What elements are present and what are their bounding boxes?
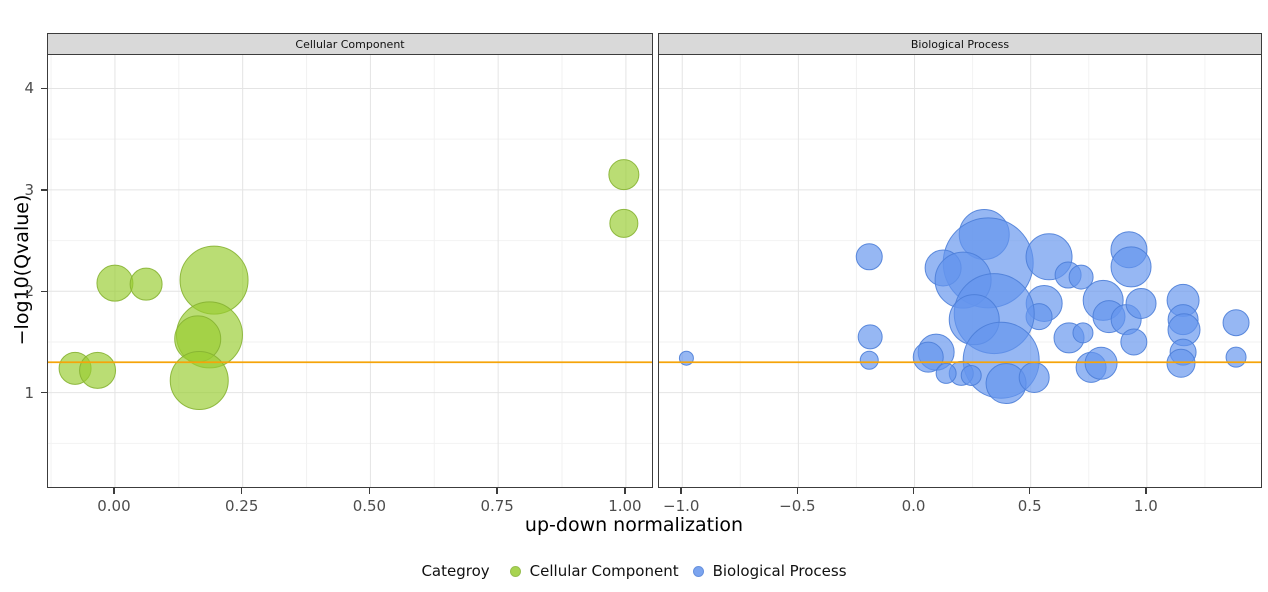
bubble <box>1018 361 1050 393</box>
bubble <box>1068 264 1094 290</box>
y-tick-label: 2 <box>24 282 34 301</box>
bubble <box>79 351 117 389</box>
x-tick-label: 0.50 <box>352 497 387 515</box>
bubble <box>609 208 639 238</box>
legend-title: Categroy <box>421 562 490 580</box>
bubble <box>1120 328 1148 356</box>
x-tick-mark <box>1028 488 1031 494</box>
facet-strip-label: Cellular Component <box>295 37 405 51</box>
y-tick-mark <box>41 391 47 394</box>
y-tick-label: 3 <box>24 180 34 199</box>
y-tick-label: 4 <box>24 79 34 98</box>
x-tick-mark <box>496 488 498 494</box>
panel-canvas <box>658 55 1262 488</box>
bubble <box>96 264 134 302</box>
y-tick-mark <box>41 87 47 90</box>
bubble <box>1225 346 1247 368</box>
bubble <box>1166 348 1196 378</box>
legend-item: Cellular Component <box>509 562 679 580</box>
y-tick-label: 1 <box>24 383 34 402</box>
bubble <box>1125 287 1157 319</box>
x-tick-mark <box>680 488 682 494</box>
facet-strip-label: Biological Process <box>910 37 1010 51</box>
facet-strip: Cellular Component <box>47 33 653 55</box>
x-tick-mark <box>240 488 243 494</box>
legend-item: Biological Process <box>692 562 847 580</box>
bubble <box>859 350 879 370</box>
facet-biological-process: Biological Process −1.0 −0.5 0.0 0.5 1.0 <box>658 33 1262 515</box>
legend-swatch-icon <box>509 565 521 577</box>
x-tick-mark <box>624 488 626 494</box>
x-tick-mark <box>1145 488 1147 494</box>
bubble <box>960 364 982 386</box>
bubble <box>129 267 163 301</box>
x-tick-label: 0.75 <box>480 497 514 515</box>
bubble <box>1084 346 1118 380</box>
bubble <box>857 324 883 350</box>
facet-strip: Biological Process <box>658 33 1262 55</box>
bubble <box>935 362 957 384</box>
legend-item-label: Cellular Component <box>529 562 679 580</box>
x-axis-title: up-down normalization <box>524 514 744 536</box>
panel-canvas <box>47 55 653 488</box>
bubble <box>169 351 229 411</box>
x-axis: −1.0 −0.5 0.0 0.5 1.0 <box>658 488 1262 528</box>
x-tick-label: −1.0 <box>663 497 700 515</box>
x-tick-label: 0.5 <box>1017 497 1042 515</box>
bubble <box>912 341 944 373</box>
legend: Categroy Cellular Component Biological Pr… <box>0 556 1268 586</box>
facet-cellular-component: Cellular Component 0.00 0.25 0.50 0.75 1.00 <box>47 33 653 515</box>
bubble <box>855 243 883 271</box>
bubble <box>608 159 640 191</box>
x-axis: 0.00 0.25 0.50 0.75 1.00 <box>47 488 653 528</box>
bubble <box>1072 322 1094 344</box>
x-tick-label: 0.0 <box>901 497 926 515</box>
x-tick-mark <box>796 488 799 494</box>
x-tick-mark <box>113 488 115 494</box>
x-tick-label: 0.00 <box>97 497 131 515</box>
x-tick-mark <box>368 488 371 494</box>
bubble <box>1110 246 1152 288</box>
x-tick-label: 0.25 <box>224 497 259 515</box>
x-tick-label: 1.00 <box>608 497 642 515</box>
y-tick-mark <box>41 189 47 191</box>
bubble <box>1222 309 1250 337</box>
y-tick-mark <box>41 290 47 293</box>
x-tick-label: −0.5 <box>779 497 816 515</box>
legend-item-label: Biological Process <box>712 562 847 580</box>
x-tick-mark <box>912 488 915 494</box>
legend-swatch-icon <box>692 565 704 577</box>
x-tick-label: 1.0 <box>1133 497 1158 515</box>
y-axis: 1 2 3 4 <box>0 0 47 592</box>
